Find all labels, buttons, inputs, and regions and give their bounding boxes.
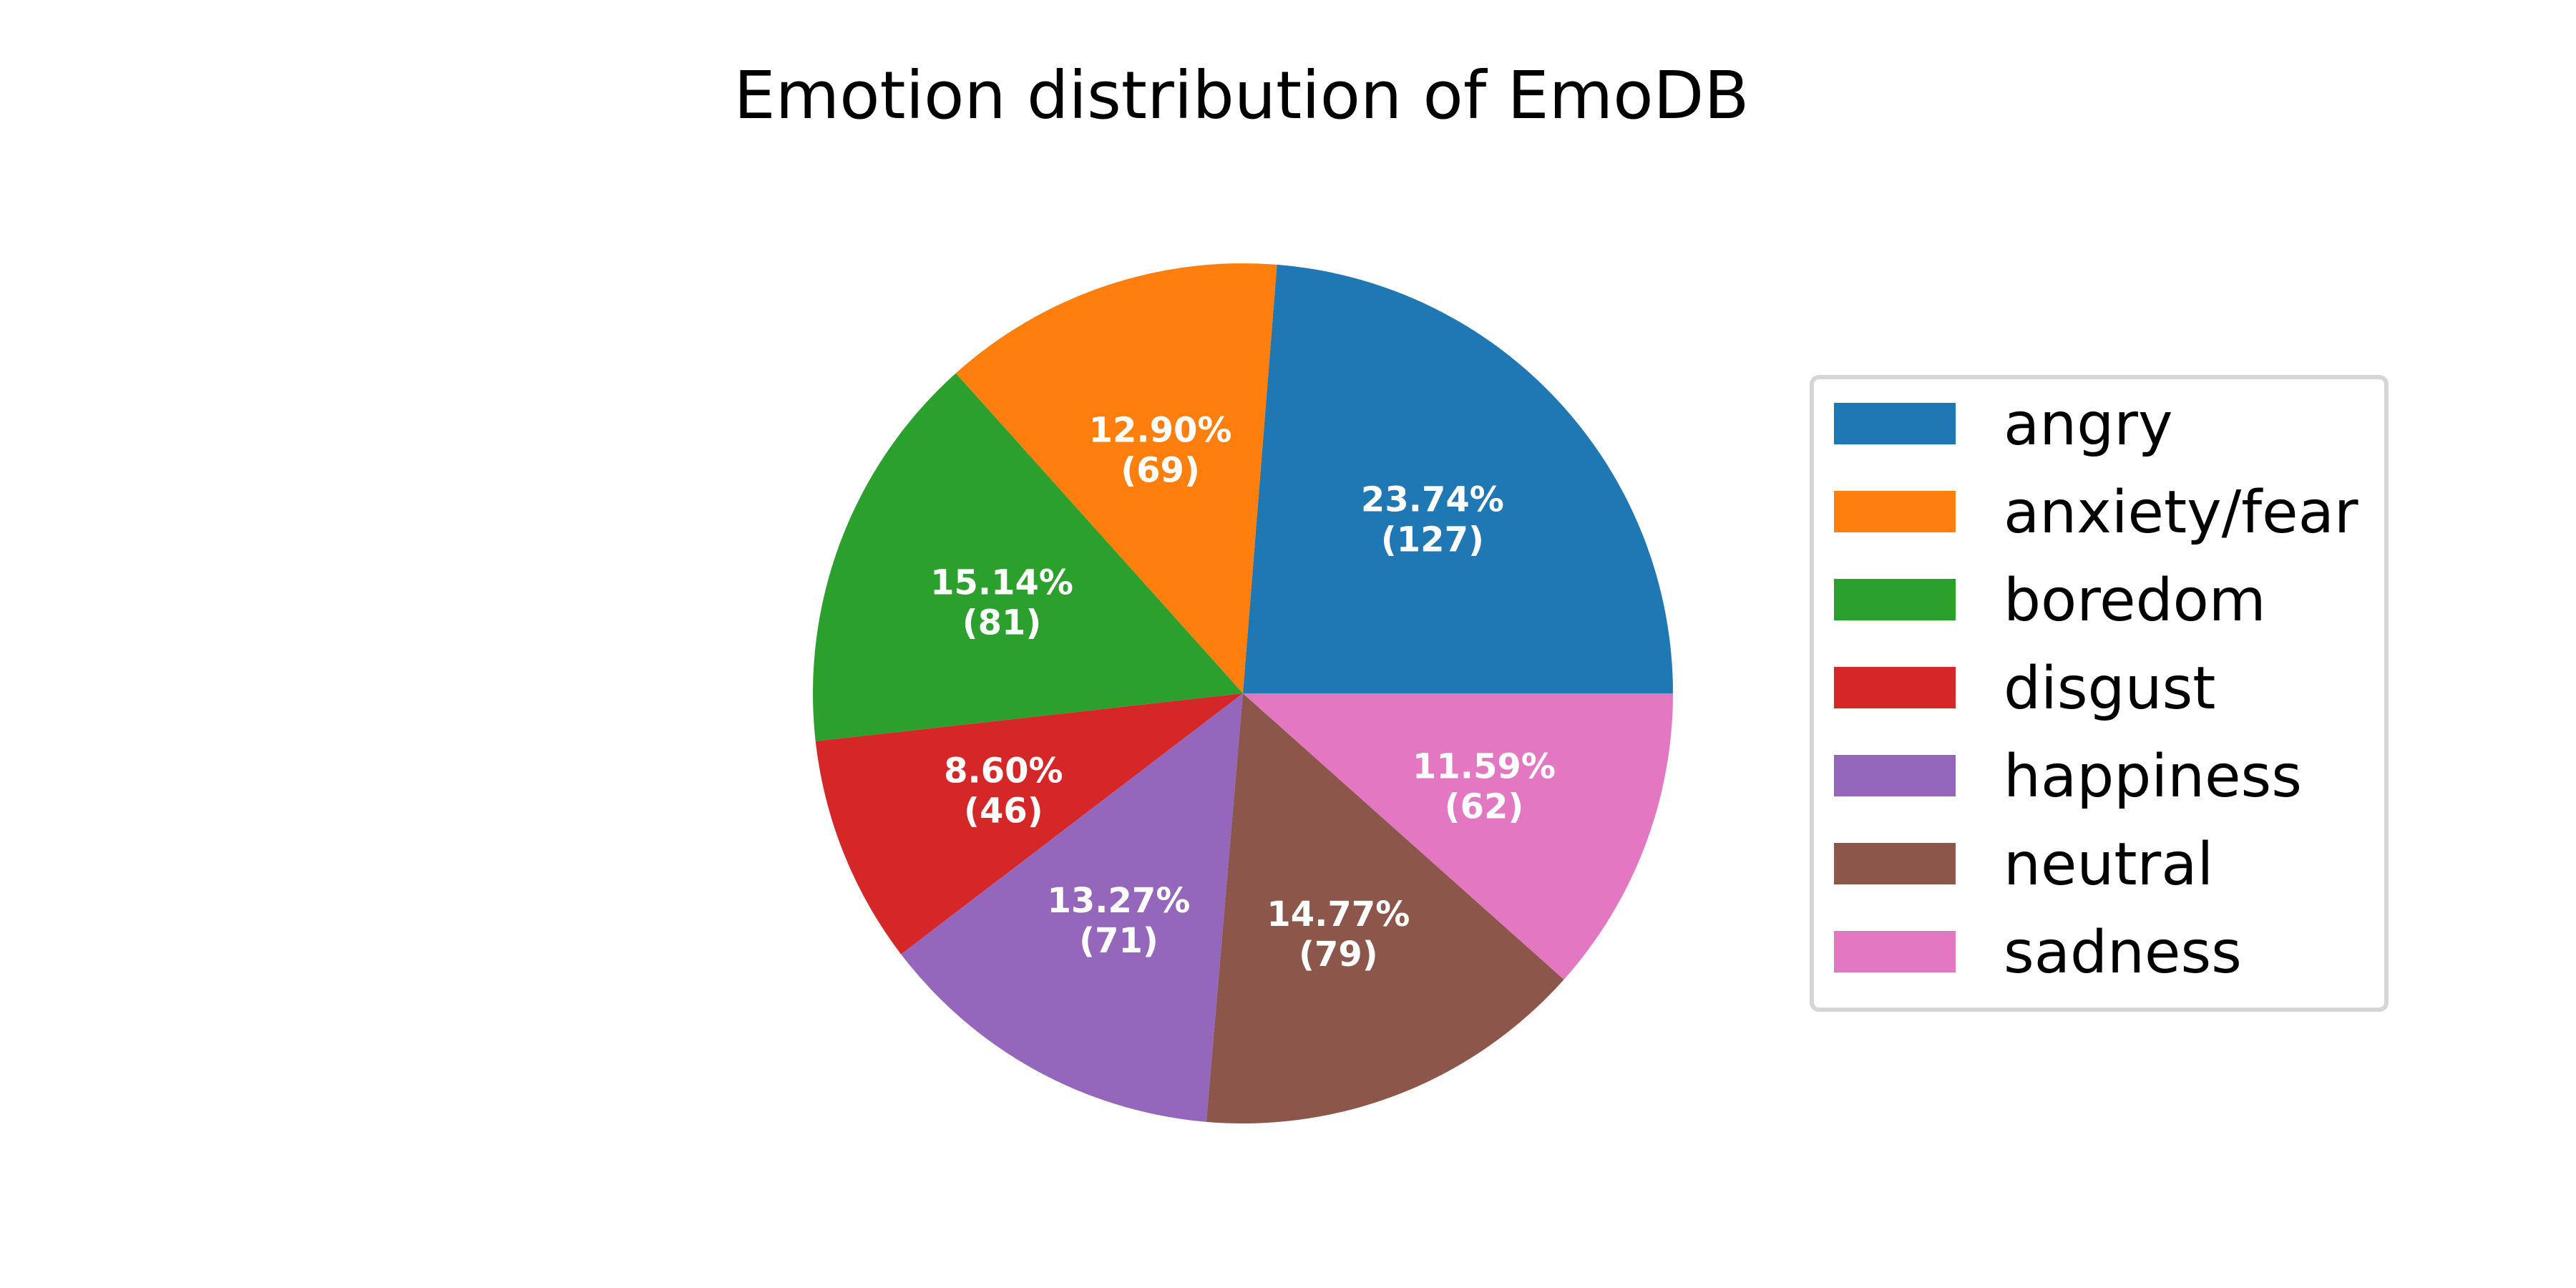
- slice-percent-label: 15.14%: [930, 563, 1073, 603]
- slice-percent-label: 23.74%: [1361, 479, 1504, 519]
- slice-percent-label: 11.59%: [1413, 746, 1556, 786]
- pie-slice-neutral: [1206, 693, 1564, 1123]
- legend-swatch: [1834, 755, 1956, 796]
- legend: angry anxiety/fear boredom disgust happiness…: [1810, 375, 2389, 1012]
- slice-label: 15.14% (81): [930, 563, 1073, 643]
- slice-label: 13.27% (71): [1048, 881, 1191, 961]
- slice-count-label: (62): [1445, 786, 1524, 826]
- legend-swatch: [1834, 491, 1956, 532]
- pie-slice-anxiety-fear: [955, 263, 1277, 693]
- legend-label: boredom: [2004, 567, 2266, 635]
- slice-count-label: (79): [1299, 935, 1378, 975]
- legend-swatch: [1834, 403, 1956, 444]
- slice-label: 14.77% (79): [1267, 894, 1410, 975]
- slice-percent-label: 14.77%: [1267, 894, 1410, 935]
- slice-count-label: (71): [1079, 921, 1158, 961]
- legend-label: angry: [2004, 391, 2173, 459]
- pie-slices: [813, 263, 1673, 1123]
- pie-slice-sadness: [1243, 693, 1673, 980]
- pie-slice-boredom: [813, 373, 1243, 741]
- legend-label: anxiety/fear: [2004, 479, 2358, 547]
- legend-swatch: [1834, 579, 1956, 620]
- legend-swatch: [1834, 843, 1956, 884]
- slice-label: 12.90% (69): [1089, 410, 1232, 490]
- slice-count-label: (81): [962, 603, 1042, 643]
- chart-title: Emotion distribution of EmoDB: [734, 57, 1750, 134]
- slice-count-label: (46): [964, 791, 1043, 831]
- pie-slice-happiness: [901, 693, 1243, 1122]
- legend-label: sadness: [2004, 919, 2242, 987]
- slice-percent-label: 12.90%: [1089, 410, 1232, 450]
- slice-percent-label: 8.60%: [944, 751, 1063, 791]
- legend-label: disgust: [2004, 655, 2215, 723]
- slice-label: 11.59% (62): [1413, 746, 1556, 826]
- slice-count-label: (127): [1381, 519, 1484, 560]
- slice-labels: 23.74% (127)12.90% (69)15.14% (81)8.60% (46)…: [930, 410, 1556, 975]
- slice-label: 23.74% (127): [1361, 479, 1504, 560]
- legend-label: neutral: [2004, 831, 2213, 899]
- slice-percent-label: 13.27%: [1048, 881, 1191, 921]
- legend-label: happiness: [2004, 743, 2302, 811]
- pie-slice-disgust: [815, 693, 1243, 955]
- legend-swatch: [1834, 931, 1956, 972]
- slice-label: 8.60% (46): [944, 751, 1063, 831]
- slice-count-label: (69): [1121, 450, 1200, 490]
- pie-slice-angry: [1243, 264, 1673, 693]
- legend-swatch: [1834, 667, 1956, 708]
